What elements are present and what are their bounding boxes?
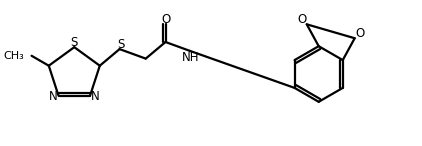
Text: N: N: [91, 90, 100, 103]
Text: S: S: [117, 38, 124, 51]
Text: O: O: [297, 13, 306, 26]
Text: N: N: [49, 90, 58, 103]
Text: O: O: [355, 27, 364, 40]
Text: CH₃: CH₃: [4, 51, 24, 61]
Text: NH: NH: [182, 51, 200, 64]
Text: O: O: [161, 13, 170, 26]
Text: S: S: [70, 36, 78, 49]
